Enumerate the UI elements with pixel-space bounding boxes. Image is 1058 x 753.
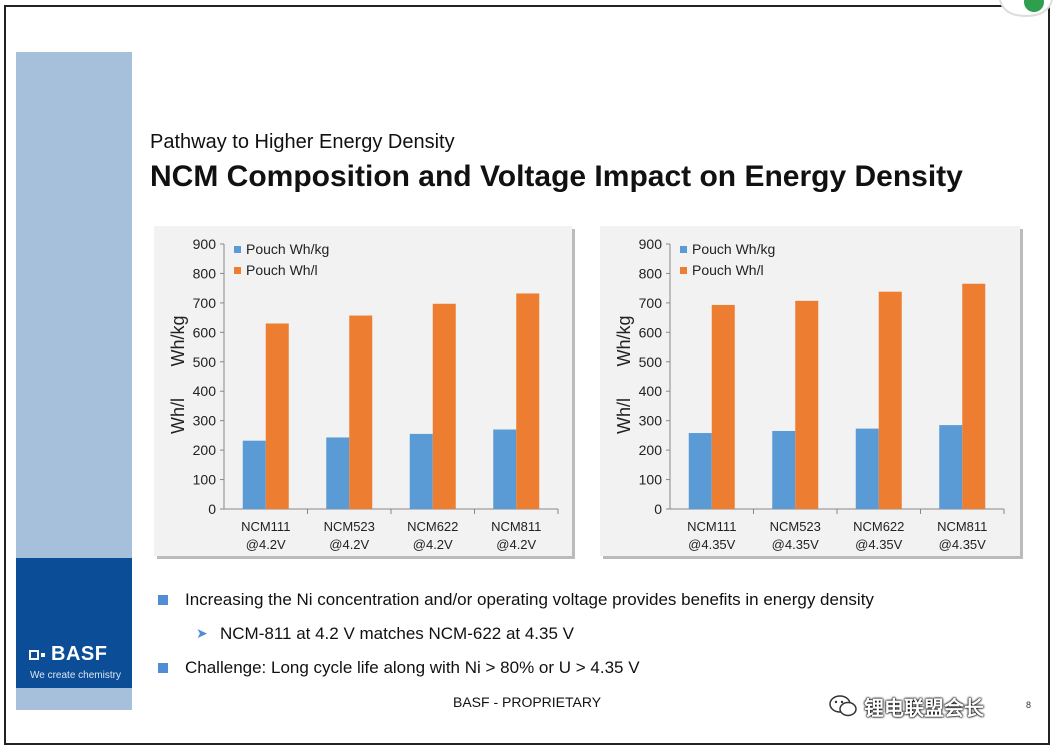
basf-logo: BASF We create chemistry: [29, 643, 121, 681]
bullet-text: Increasing the Ni concentration and/or o…: [185, 590, 874, 609]
y-tick-label: 0: [654, 501, 662, 517]
y-tick-label: 600: [193, 324, 217, 340]
bar-wh-kg: [326, 437, 350, 509]
bar-wh-l: [265, 323, 289, 509]
bullet-item: Challenge: Long cycle life along with Ni…: [150, 658, 1010, 692]
legend-swatch: [234, 267, 241, 274]
y-tick-label: 900: [193, 236, 217, 252]
corner-badge-icon: [999, 0, 1053, 18]
y-tick-label: 600: [639, 324, 663, 340]
legend-label: Pouch Wh/l: [246, 262, 318, 278]
chart-4-35v: 0 100 200 300 400 500 600 700 800 900 Wh/l Wh/kg NCM…: [600, 226, 1020, 556]
sub-bullet-text: NCM-811 at 4.2 V matches NCM-622 at 4.35…: [220, 624, 575, 643]
bar-wh-l: [349, 315, 373, 509]
watermark: 锂电联盟会长: [820, 686, 992, 726]
x-tick-label: NCM622: [853, 519, 904, 534]
x-tick-label: @4.2V: [413, 537, 453, 552]
x-tick-label: NCM111: [241, 519, 290, 534]
logo-tagline: We create chemistry: [30, 670, 121, 681]
y-axis-label: Wh/l: [614, 398, 634, 434]
bullet-list: Increasing the Ni concentration and/or o…: [150, 590, 1010, 692]
x-tick-label: NCM811: [937, 519, 987, 534]
y-tick-label: 300: [193, 413, 217, 429]
y-tick-label: 700: [639, 295, 663, 311]
x-tick-label: @4.35V: [855, 537, 902, 552]
logo-text: BASF: [51, 643, 108, 665]
sub-bullet-item: ➤ NCM-811 at 4.2 V matches NCM-622 at 4.…: [150, 624, 1010, 658]
bar-wh-l: [711, 304, 735, 509]
y-tick-label: 200: [193, 442, 217, 458]
watermark-text: 锂电联盟会长: [864, 697, 984, 720]
legend-swatch: [680, 267, 687, 274]
slide-subtitle: Pathway to Higher Energy Density: [150, 131, 455, 153]
y-tick-label: 100: [639, 472, 663, 488]
y-axis-label: Wh/l: [168, 398, 188, 434]
y-tick-label: 500: [639, 354, 663, 370]
bar-wh-kg: [242, 440, 266, 509]
x-tick-label: NCM523: [770, 519, 821, 534]
legend-label: Pouch Wh/l: [692, 262, 764, 278]
y-tick-label: 100: [193, 472, 217, 488]
x-tick-label: NCM622: [407, 519, 458, 534]
bar-wh-kg: [493, 429, 517, 509]
legend-swatch: [680, 246, 687, 253]
sidebar-accent-bottom: [16, 688, 132, 710]
legend-swatch: [234, 246, 241, 253]
y-axis-label: Wh/kg: [614, 315, 634, 366]
y-tick-label: 700: [193, 295, 217, 311]
bar-wh-l: [878, 291, 902, 509]
bar-wh-kg: [772, 430, 796, 509]
y-tick-label: 300: [639, 413, 663, 429]
y-tick-label: 400: [193, 383, 217, 399]
bar-wh-kg: [939, 425, 963, 509]
chart-4-2v-svg: 0 100 200 300 400 500 600 700 800 900 Wh/l Wh/kg NCM…: [168, 236, 559, 552]
chart-4-2v: 0 100 200 300 400 500 600 700 800 900 Wh/l Wh/kg NCM…: [154, 226, 572, 556]
x-tick-label: NCM523: [324, 519, 375, 534]
bar-wh-kg: [855, 428, 879, 509]
bullet-item: Increasing the Ni concentration and/or o…: [150, 590, 1010, 624]
slide-title: NCM Composition and Voltage Impact on En…: [150, 160, 963, 193]
brand-panel: BASF We create chemistry: [16, 558, 132, 688]
chart-4-35v-svg: 0 100 200 300 400 500 600 700 800 900 Wh/l Wh/kg NCM…: [614, 236, 1005, 552]
arrow-right-icon: ➤: [196, 625, 208, 641]
wechat-icon: [829, 695, 857, 717]
sidebar-accent-top: [16, 52, 132, 558]
x-tick-label: @4.2V: [496, 537, 536, 552]
x-tick-label: @4.35V: [772, 537, 819, 552]
bar-wh-l: [516, 293, 540, 509]
x-tick-label: @4.2V: [329, 537, 369, 552]
bar-wh-l: [432, 303, 456, 509]
y-tick-label: 200: [639, 442, 663, 458]
x-tick-label: @4.2V: [246, 537, 286, 552]
x-tick-label: @4.35V: [688, 537, 735, 552]
y-tick-label: 800: [639, 265, 663, 281]
y-axis-label: Wh/kg: [168, 315, 188, 366]
footer-text: BASF - PROPRIETARY: [453, 694, 602, 710]
y-tick-label: 900: [639, 236, 663, 252]
x-tick-label: NCM111: [687, 519, 736, 534]
y-tick-label: 0: [208, 501, 216, 517]
basf-logo-icon: [29, 648, 47, 662]
bar-wh-kg: [688, 433, 712, 509]
y-tick-label: 500: [193, 354, 217, 370]
legend-label: Pouch Wh/kg: [246, 241, 329, 257]
y-tick-label: 400: [639, 383, 663, 399]
legend-label: Pouch Wh/kg: [692, 241, 775, 257]
page-number: 8: [1026, 700, 1032, 710]
x-tick-label: NCM811: [491, 519, 541, 534]
bullet-square-icon: [158, 595, 168, 605]
y-tick-label: 800: [193, 265, 217, 281]
bar-wh-kg: [409, 433, 433, 509]
x-tick-label: @4.35V: [939, 537, 986, 552]
bullet-text: Challenge: Long cycle life along with Ni…: [185, 658, 640, 677]
bar-wh-l: [962, 283, 986, 509]
bar-wh-l: [795, 300, 819, 509]
bullet-square-icon: [158, 663, 168, 673]
